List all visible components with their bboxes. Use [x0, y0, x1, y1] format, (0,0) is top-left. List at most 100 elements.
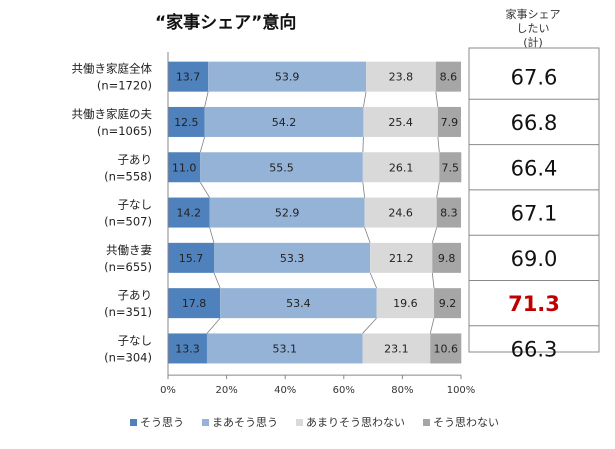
data-label: 21.2	[389, 252, 414, 265]
data-label: 14.2	[177, 207, 202, 220]
bar-segment	[366, 61, 436, 92]
category-sample-size: (n=351)	[104, 305, 152, 319]
bar-segment	[168, 242, 215, 273]
category-sample-size: (n=655)	[104, 260, 152, 274]
chart-legend: そう思う まあそう思う あまりそう思わない そう思わない	[130, 414, 499, 430]
data-label: 12.5	[174, 116, 199, 129]
bar-segment	[362, 152, 440, 183]
bar-segment	[362, 333, 431, 364]
data-label: 53.3	[280, 252, 305, 265]
series-connector	[437, 136, 440, 153]
bar-segment	[206, 333, 363, 364]
data-label: 23.1	[384, 342, 409, 355]
category-sample-size: (n=507)	[104, 215, 152, 229]
bar-segment	[214, 242, 371, 273]
series-connector	[369, 272, 377, 289]
bar-segment	[200, 152, 363, 183]
bar-segment	[437, 106, 461, 137]
bar-segment	[168, 152, 201, 183]
bar-segment	[432, 242, 461, 273]
total-value: 66.4	[511, 156, 558, 180]
bar-segment	[208, 61, 367, 92]
series-connector	[199, 136, 206, 153]
bar-segment	[220, 288, 377, 319]
total-value: 66.8	[511, 111, 558, 135]
legend-item: あまりそう思わない	[296, 414, 405, 430]
bar-segment	[434, 288, 461, 319]
data-label: 9.8	[438, 252, 456, 265]
data-label: 10.6	[434, 342, 459, 355]
data-label: 53.4	[286, 297, 311, 310]
category-sample-size: (n=1065)	[97, 124, 152, 138]
series-connector	[209, 227, 215, 243]
legend-item: そう思わない	[423, 414, 499, 430]
data-label: 23.8	[389, 71, 414, 84]
data-label: 19.6	[393, 297, 418, 310]
x-tick-label: 80%	[391, 385, 413, 396]
chart-title: “家事シェア”意向	[155, 13, 297, 33]
bar-segment	[168, 288, 221, 319]
series-connector	[363, 91, 367, 108]
bar-segment	[370, 242, 433, 273]
legend-label: まあそう思う	[212, 416, 278, 429]
data-label: 26.1	[389, 161, 414, 174]
total-value: 69.0	[511, 247, 558, 271]
side-header: 家事シェア したい (計)	[470, 8, 596, 50]
total-value: 67.1	[511, 202, 558, 226]
series-connector	[213, 272, 221, 289]
bar-segment	[168, 197, 210, 228]
legend-item: まあそう思う	[202, 414, 278, 430]
series-connector	[364, 227, 371, 243]
x-tick-label: 40%	[274, 385, 296, 396]
data-label: 7.5	[442, 161, 460, 174]
bar-segment	[363, 106, 438, 137]
legend-label: そう思う	[140, 416, 184, 429]
data-label: 8.3	[440, 207, 458, 220]
x-tick-label: 60%	[333, 385, 355, 396]
data-label: 53.9	[275, 71, 300, 84]
series-connector	[362, 136, 364, 153]
data-label: 53.1	[273, 342, 298, 355]
bar-segment	[430, 333, 462, 364]
side-header-line: (計)	[523, 36, 543, 49]
bar-segment	[209, 197, 365, 228]
series-connector	[362, 317, 377, 334]
category-sample-size: (n=558)	[104, 169, 152, 183]
data-label: 54.2	[272, 116, 297, 129]
category-label: 子あり	[118, 288, 153, 302]
data-label: 24.6	[388, 207, 413, 220]
series-connector	[199, 182, 210, 198]
x-tick-label: 100%	[447, 385, 476, 396]
category-sample-size: (n=1720)	[97, 79, 152, 93]
bar-segment	[435, 61, 461, 92]
series-connector	[204, 91, 209, 108]
side-header-line: 家事シェア	[505, 8, 561, 21]
total-value: 66.3	[511, 337, 558, 361]
category-sample-size: (n=304)	[104, 350, 152, 364]
side-header-line: したい	[516, 22, 550, 35]
bar-segment	[376, 288, 435, 319]
legend-label: そう思わない	[433, 416, 499, 429]
bar-segment	[168, 106, 205, 137]
data-label: 13.7	[176, 71, 201, 84]
legend-swatch	[202, 418, 209, 426]
x-tick-label: 20%	[215, 385, 237, 396]
bar-segment	[364, 197, 437, 228]
category-label: 子なし	[118, 333, 153, 347]
legend-item: そう思う	[130, 414, 184, 430]
category-label: 共働き妻	[106, 243, 152, 257]
total-value: 71.3	[508, 292, 560, 316]
data-label: 8.6	[440, 71, 458, 84]
legend-swatch	[423, 418, 430, 426]
bar-segment	[168, 61, 209, 92]
series-connector	[362, 182, 366, 198]
data-label: 7.9	[441, 116, 459, 129]
category-label: 共働き家庭全体	[72, 62, 153, 76]
category-label: 共働き家庭の夫	[72, 107, 153, 121]
series-connector	[431, 272, 435, 289]
series-connector	[435, 91, 439, 108]
bar-segment	[439, 152, 462, 183]
data-label: 11.0	[172, 161, 197, 174]
series-connector	[431, 227, 438, 243]
